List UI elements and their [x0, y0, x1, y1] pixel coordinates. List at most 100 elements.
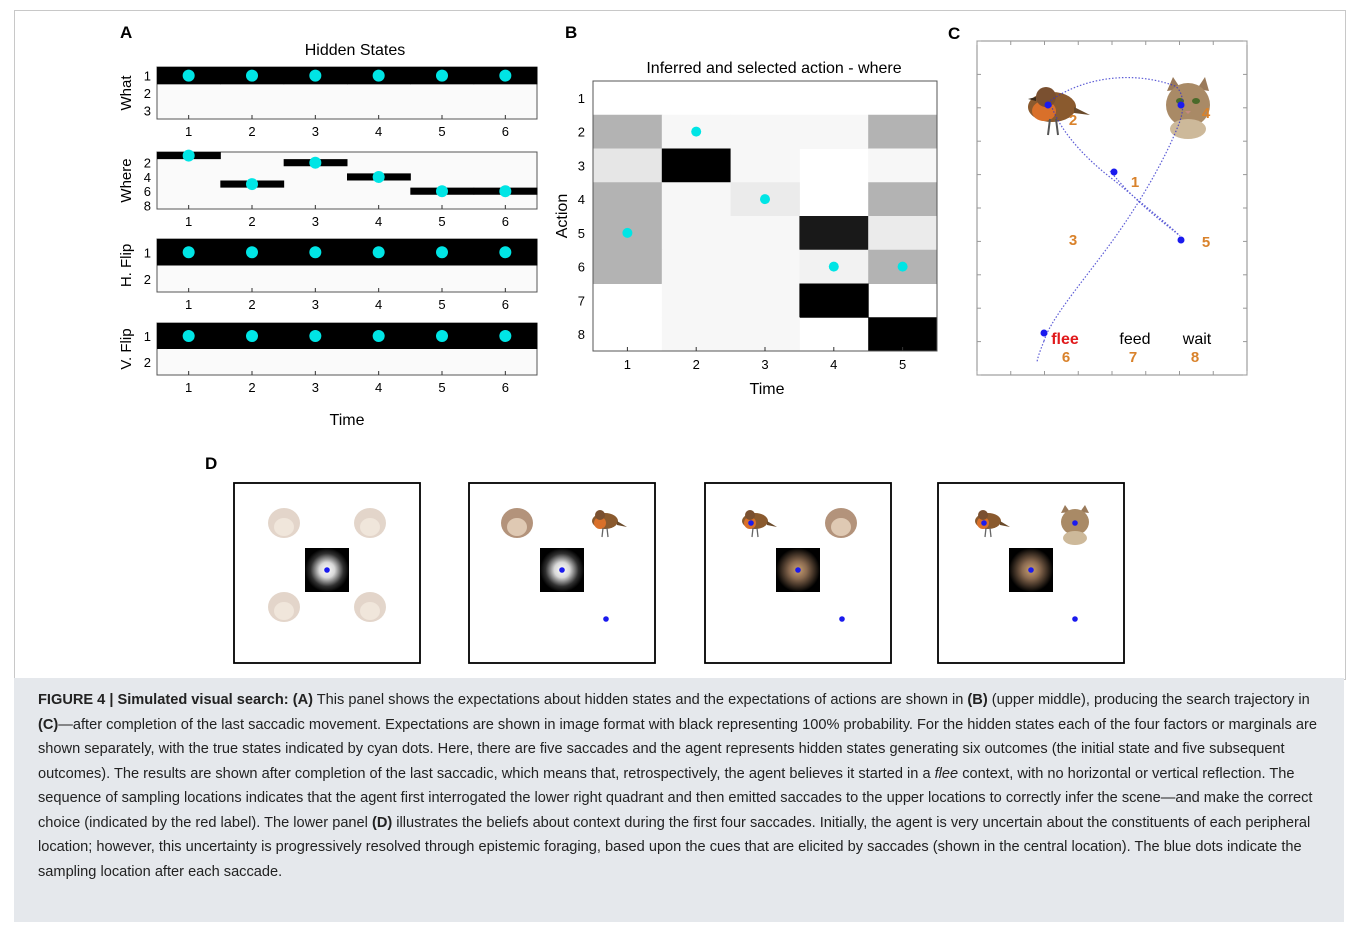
y-tick-label: 8	[144, 198, 151, 213]
true-state-dot	[182, 149, 195, 162]
true-state-dot	[182, 330, 195, 342]
x-tick-label: 1	[185, 297, 192, 312]
fixation-dot	[1177, 236, 1185, 244]
panel-b-title: Inferred and selected action - where	[646, 60, 901, 77]
x-tick-label: 5	[899, 357, 906, 372]
panel-a-label: A	[120, 23, 132, 42]
x-tick-label: 3	[312, 297, 319, 312]
choice-label-feed: feed	[1119, 331, 1150, 348]
choice-label-flee: flee	[1051, 331, 1079, 348]
x-tick-label: 3	[312, 380, 319, 395]
action-prob-cell	[868, 216, 938, 251]
action-prob-cell	[661, 148, 732, 183]
x-tick-label: 1	[185, 214, 192, 229]
y-tick-label: 1	[144, 245, 151, 260]
bird-tail	[617, 521, 627, 527]
y-tick-label: 1	[144, 329, 151, 344]
choice-label-wait: wait	[1182, 331, 1212, 348]
caption-c-label: (C)	[38, 716, 59, 733]
selected-action-dot	[691, 126, 702, 137]
true-state-dot	[436, 185, 448, 198]
action-prob-cell	[730, 216, 800, 251]
action-prob-cell	[799, 114, 869, 149]
x-tick-label: 1	[624, 357, 631, 372]
selected-action-dot	[897, 261, 908, 272]
cat-chest	[1170, 119, 1206, 139]
action-prob-cell	[868, 317, 938, 352]
true-state-dot	[182, 246, 195, 259]
true-state-dot	[309, 69, 322, 82]
search-trajectory	[1043, 77, 1184, 342]
subplot-v-flip: 1 2 3 4 5 6 1 2 V. Flip	[118, 322, 538, 395]
location-number-6: 6	[1062, 349, 1070, 366]
subplot-what: 1 2 3 4 5 6 1 2 3 What	[118, 66, 538, 139]
x-tick-label: 5	[438, 380, 445, 395]
cat-nose	[1185, 111, 1191, 114]
true-state-dot	[372, 69, 385, 82]
caption-text-4: context, with no horizontal or vertical …	[38, 765, 1313, 831]
true-state-dot	[372, 170, 385, 183]
y-tick-label: 7	[578, 293, 585, 308]
true-state-dot	[499, 185, 512, 198]
cue-blob-center	[274, 602, 294, 620]
action-prob-cell	[593, 114, 663, 149]
cue-blob-center	[274, 518, 294, 536]
action-prob-cell	[730, 249, 800, 284]
sampling-dot	[795, 567, 801, 573]
blurred-cue-image	[354, 592, 386, 622]
true-state-dot	[436, 330, 448, 342]
cue-blob-center	[360, 602, 380, 620]
blurred-cue-image	[354, 508, 386, 538]
action-prob-cell	[593, 148, 663, 183]
x-tick-label: 2	[248, 297, 255, 312]
action-prob-cell	[661, 283, 732, 318]
cue-blob	[268, 592, 300, 622]
bird-leg	[984, 527, 987, 538]
blurred-cue-image	[268, 508, 300, 538]
location-number-2: 2	[1069, 112, 1077, 129]
bird-leg	[1055, 118, 1059, 136]
bird-leg	[756, 527, 759, 538]
search-trajectory-start	[1036, 340, 1045, 364]
bird-image	[975, 510, 1010, 538]
fixation-dot	[1177, 101, 1185, 109]
panel-b-label: B	[565, 23, 577, 42]
subplot-h-flip: 1 2 3 4 5 6 1 2 H. Flip	[118, 238, 538, 312]
action-prob-cell	[730, 283, 800, 318]
blurred-cue-image	[501, 508, 533, 538]
x-tick-label: 4	[830, 357, 837, 372]
true-state-dot	[499, 246, 512, 259]
x-tick-label: 1	[185, 380, 192, 395]
caption-text-5: illustrates the beliefs about context du…	[38, 814, 1311, 880]
cat-face	[1166, 83, 1210, 127]
location-number-5: 5	[1202, 234, 1210, 251]
y-tick-label: 2	[578, 125, 585, 140]
figure-frame: A Hidden States 1 2 3 4 5 6 1 2 3 What 1 2 3 4 5 6 2 4 6 8 Whe…	[14, 10, 1346, 680]
true-state-dot	[499, 330, 512, 342]
panel-d-frame-2	[468, 482, 656, 664]
action-prob-cell	[730, 317, 800, 352]
y-tick-label: 2	[144, 156, 151, 171]
true-state-dot	[499, 69, 512, 82]
x-tick-label: 1	[185, 124, 192, 139]
cue-blob-center	[831, 518, 851, 536]
subplot-ylabel: Where	[118, 158, 135, 202]
action-prob-cell	[661, 182, 732, 217]
y-tick-label: 3	[144, 103, 151, 118]
y-tick-label: 6	[144, 184, 151, 199]
action-prob-cell	[661, 249, 732, 284]
panel-b-ylabel: Action	[554, 194, 571, 238]
bird-head	[745, 510, 755, 520]
location-number-4: 4	[1202, 105, 1211, 122]
fixation-dot	[1040, 329, 1048, 337]
x-tick-label: 3	[312, 214, 319, 229]
bird-image	[742, 510, 777, 538]
sampling-dot	[839, 616, 845, 622]
sampling-dot	[1028, 567, 1034, 573]
y-tick-label: 2	[144, 272, 151, 287]
panel-c: C 1 2 3 4 5 6 7 8 flee feed wait	[948, 24, 1248, 376]
x-tick-label: 4	[375, 214, 382, 229]
bird-leg	[601, 527, 604, 538]
true-state-dot	[372, 246, 385, 259]
